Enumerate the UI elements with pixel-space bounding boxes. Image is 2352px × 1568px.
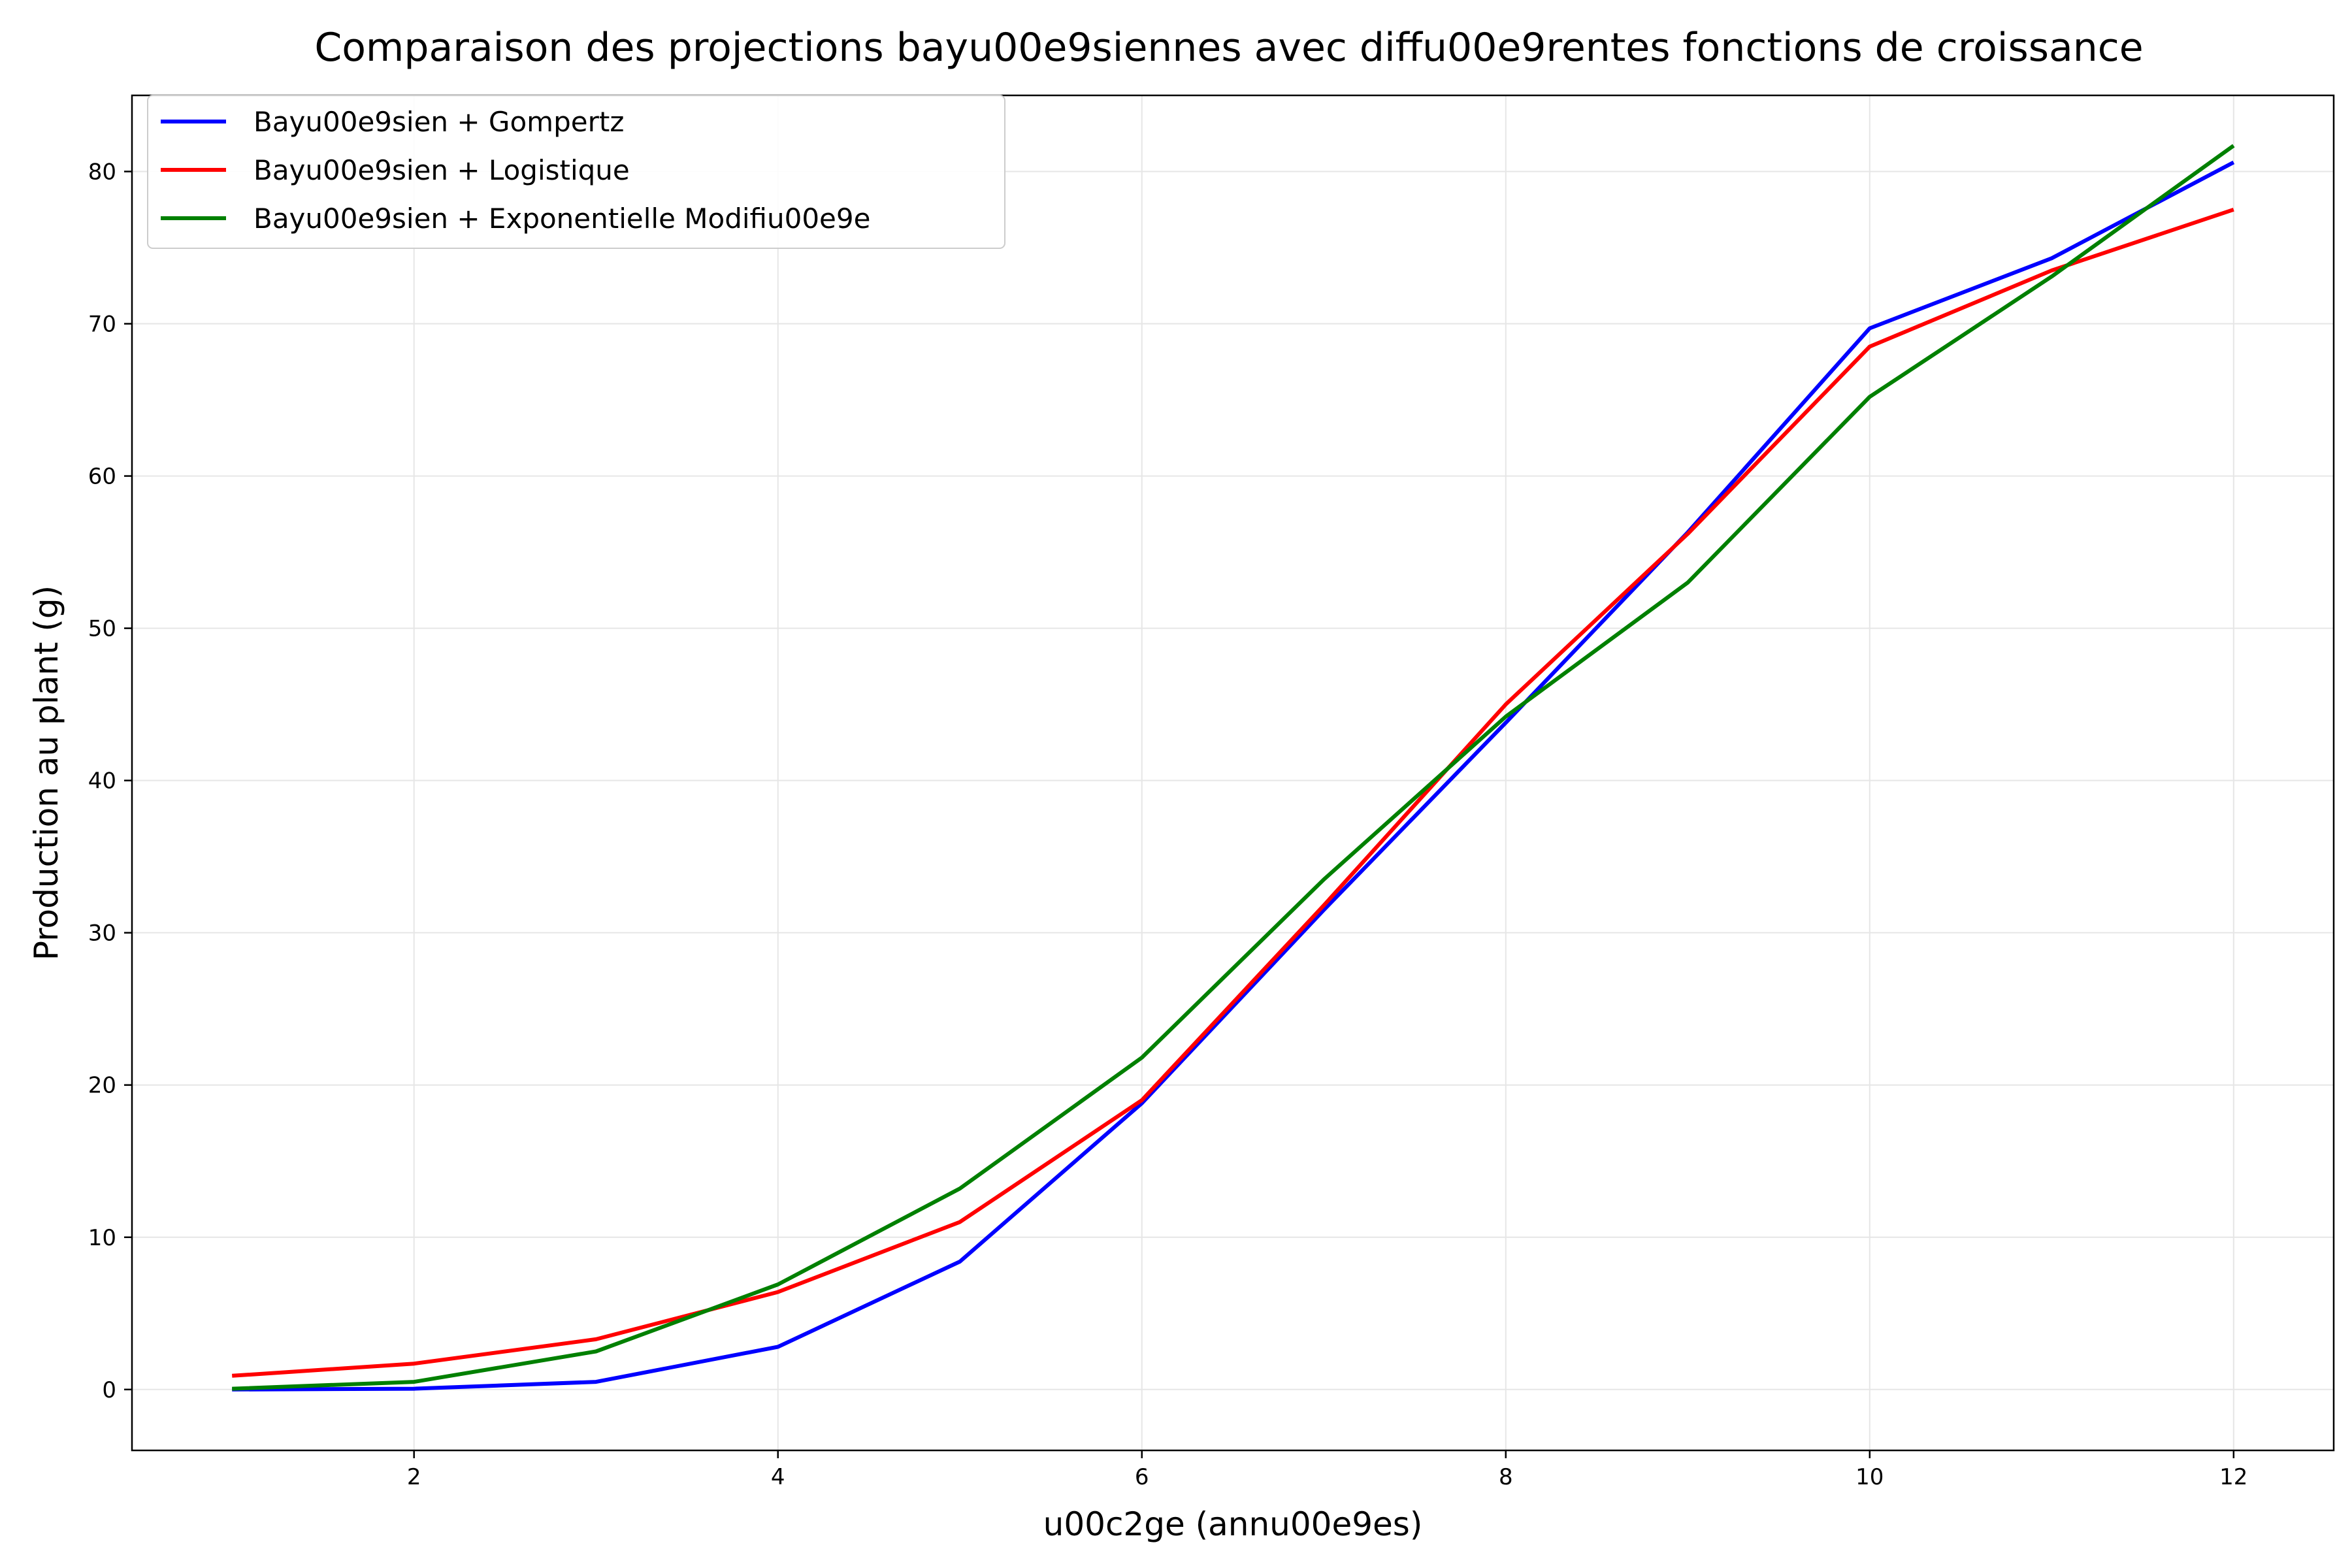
y-axis: 0 10 20 30 40 50 60 70 80	[88, 159, 132, 1403]
x-tick-label: 4	[771, 1464, 785, 1490]
series-line-3	[232, 144, 2235, 1391]
y-tick-label: 10	[88, 1225, 116, 1251]
y-tick-label: 20	[88, 1073, 116, 1099]
chart-title: Comparaison des projections bayu00e9sien…	[314, 25, 2143, 71]
y-tick-label: 0	[102, 1377, 116, 1403]
x-axis: 2 4 6 8 10 12	[407, 1450, 2247, 1490]
x-tick-label: 2	[407, 1464, 421, 1490]
series-line-1	[232, 160, 2235, 1392]
y-tick-label: 70	[88, 312, 116, 338]
y-tick-label: 50	[88, 616, 116, 642]
y-tick-label: 80	[88, 159, 116, 186]
legend-label-1: Bayu00e9sien + Gompertz	[253, 106, 624, 138]
legend-box	[147, 95, 1005, 249]
x-axis-label: u00c2ge (annu00e9es)	[1043, 1505, 1423, 1543]
y-tick-label: 40	[88, 768, 116, 794]
legend-label-2: Bayu00e9sien + Logistique	[253, 154, 630, 186]
x-tick-label: 8	[1499, 1464, 1513, 1490]
x-tick-label: 10	[1855, 1464, 1884, 1490]
x-tick-label: 12	[2219, 1464, 2247, 1490]
legend: Bayu00e9sien + Gompertz Bayu00e9sien + Lo…	[147, 95, 1005, 249]
x-tick-label: 6	[1135, 1464, 1149, 1490]
y-tick-label: 60	[88, 464, 116, 490]
y-axis-label: Production au plant (g)	[27, 585, 65, 960]
series-line-2	[232, 207, 2234, 1378]
series-lines	[232, 144, 2235, 1392]
y-tick-label: 30	[88, 921, 116, 947]
legend-label-3: Bayu00e9sien + Exponentielle Modifiu00e9…	[253, 203, 870, 235]
plot-frame	[131, 94, 2335, 1452]
grid	[132, 95, 2334, 1450]
